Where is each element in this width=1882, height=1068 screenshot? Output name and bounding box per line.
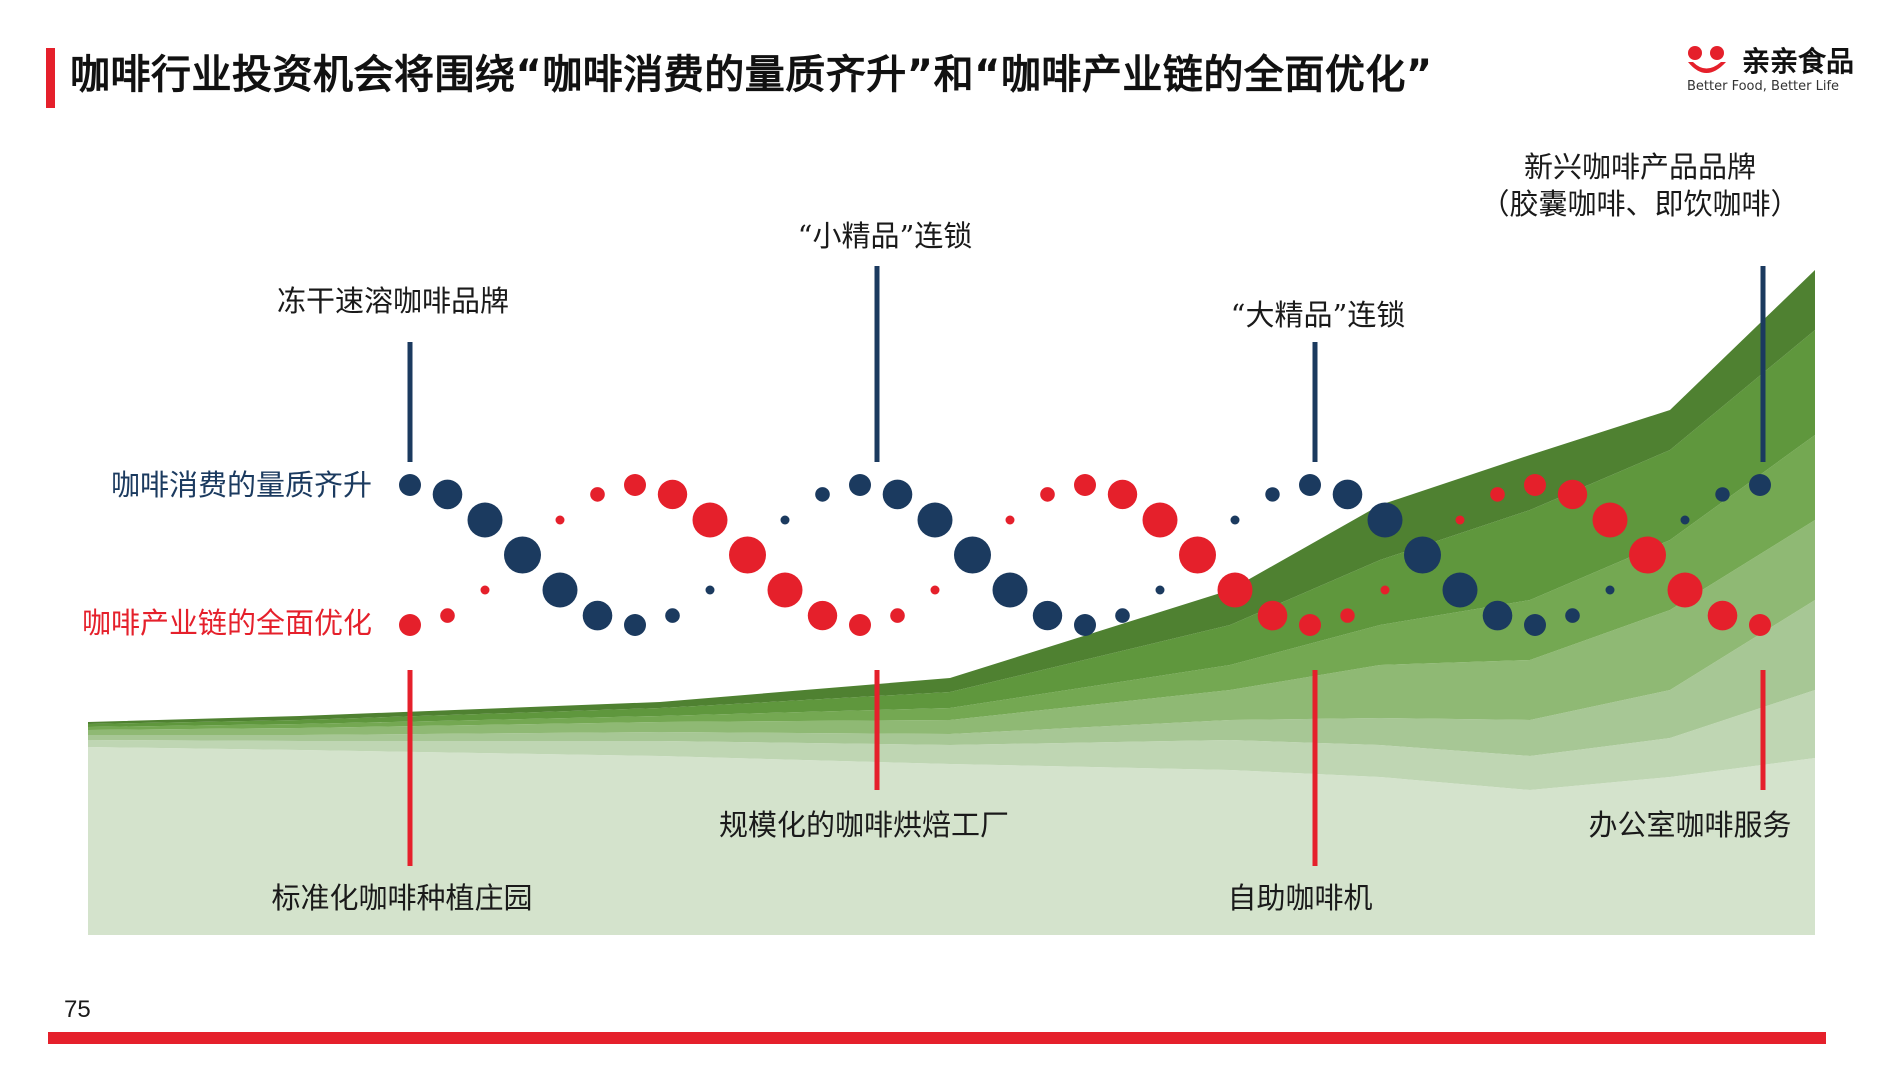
growth-area-layer <box>88 520 1815 735</box>
consumption-dot <box>705 585 715 595</box>
consumption-dot <box>1749 474 1771 496</box>
consumption-dot <box>1115 608 1130 623</box>
growth-area-layer <box>88 690 1815 790</box>
footer-accent-bar <box>48 1032 1826 1044</box>
consumption-dot <box>1155 585 1165 595</box>
milestone-large-boutique-chain: “大精品”连锁 <box>1231 298 1406 332</box>
consumption-dot <box>1565 608 1580 623</box>
industry-dot <box>849 614 871 636</box>
consumption-dot <box>954 536 991 574</box>
industry-dot <box>657 479 688 510</box>
consumption-row-label: 咖啡消费的量质齐升 <box>111 468 372 502</box>
logo-name: 亲亲食品 <box>1742 45 1855 78</box>
industry-dot <box>1217 572 1253 608</box>
milestone-standard-plantation: 标准化咖啡种植庄园 <box>271 881 532 915</box>
industry-dot <box>729 536 766 574</box>
growth-area-layer <box>88 270 1815 724</box>
milestone-freeze-dried-instant: 冻干速溶咖啡品牌 <box>277 284 509 318</box>
industry-dot <box>1005 515 1015 525</box>
consumption-dot <box>1299 474 1321 496</box>
smile-cup-logo-icon <box>1688 46 1726 73</box>
page-number: 75 <box>64 996 91 1023</box>
consumption-dot <box>582 600 613 631</box>
consumption-dot <box>1482 600 1513 631</box>
industry-dot <box>1749 614 1771 636</box>
milestone-emerging-brands: 新兴咖啡产品品牌 <box>1524 150 1756 184</box>
consumption-dot <box>992 572 1028 608</box>
consumption-dot <box>1404 536 1441 574</box>
industry-dot <box>1074 474 1096 496</box>
consumption-dot <box>1230 515 1240 525</box>
milestone-office-coffee-service: 办公室咖啡服务 <box>1588 808 1791 842</box>
industry-dot <box>1524 474 1546 496</box>
consumption-dot <box>815 487 830 502</box>
industry-connector-lines <box>407 670 1766 866</box>
consumption-dot <box>624 614 646 636</box>
title-accent-bar <box>46 48 55 108</box>
industry-dot <box>480 585 490 595</box>
industry-dot <box>1107 479 1138 510</box>
industry-dot <box>590 487 605 502</box>
consumption-dot <box>467 502 503 538</box>
consumption-dot <box>1265 487 1280 502</box>
industry-dot <box>1455 515 1465 525</box>
double-helix-dots <box>399 474 1771 636</box>
industry-dot <box>930 585 940 595</box>
industry-dot <box>1592 502 1628 538</box>
milestone-small-boutique-chain: “小精品”连锁 <box>798 219 973 253</box>
industry-dot <box>767 572 803 608</box>
consumption-dot <box>1367 502 1403 538</box>
consumption-dot <box>432 479 463 510</box>
consumption-dot <box>1032 600 1063 631</box>
consumption-dot <box>1074 614 1096 636</box>
consumption-dot <box>399 474 421 496</box>
growth-area-layer <box>88 747 1815 935</box>
logo-tagline: Better Food, Better Life <box>1687 79 1840 94</box>
consumption-dot <box>849 474 871 496</box>
consumption-dot <box>665 608 680 623</box>
milestone-emerging-brands-detail: （胶囊咖啡、即饮咖啡） <box>1480 187 1799 221</box>
industry-dot <box>440 608 455 623</box>
industry-dot <box>1179 536 1216 574</box>
consumption-dot <box>1524 614 1546 636</box>
industry-dot <box>555 515 565 525</box>
industry-dot <box>1667 572 1703 608</box>
industry-dot <box>1557 479 1588 510</box>
industry-dot <box>1340 608 1355 623</box>
consumption-dot <box>917 502 953 538</box>
consumption-dot <box>1332 479 1363 510</box>
industry-dot <box>1040 487 1055 502</box>
industry-dot <box>1257 600 1288 631</box>
consumption-dot <box>1442 572 1478 608</box>
consumption-connector-lines <box>407 266 1766 462</box>
industry-dot <box>692 502 728 538</box>
industry-dot <box>399 614 421 636</box>
industry-dot <box>1629 536 1666 574</box>
industry-row-label: 咖啡产业链的全面优化 <box>82 606 372 640</box>
growth-area-layers <box>88 270 1815 935</box>
consumption-dot <box>542 572 578 608</box>
consumption-dot <box>882 479 913 510</box>
industry-dot <box>1380 585 1390 595</box>
milestone-roasting-factory: 规模化的咖啡烘焙工厂 <box>719 808 1009 842</box>
consumption-dot <box>780 515 790 525</box>
industry-dot <box>1142 502 1178 538</box>
industry-dot <box>890 608 905 623</box>
industry-dot <box>624 474 646 496</box>
growth-area-layer <box>88 600 1815 756</box>
industry-dot <box>807 600 838 631</box>
industry-dot <box>1299 614 1321 636</box>
page-title: 咖啡行业投资机会将围绕“咖啡消费的量质齐升”和“咖啡产业链的全面优化” <box>70 52 1433 98</box>
consumption-dot <box>1605 585 1615 595</box>
consumption-dot <box>1715 487 1730 502</box>
consumption-dot <box>504 536 541 574</box>
growth-area-layer <box>88 435 1815 730</box>
industry-dot <box>1490 487 1505 502</box>
consumption-dot <box>1680 515 1690 525</box>
industry-dot <box>1707 600 1738 631</box>
milestone-self-service-machine: 自助咖啡机 <box>1227 881 1372 915</box>
